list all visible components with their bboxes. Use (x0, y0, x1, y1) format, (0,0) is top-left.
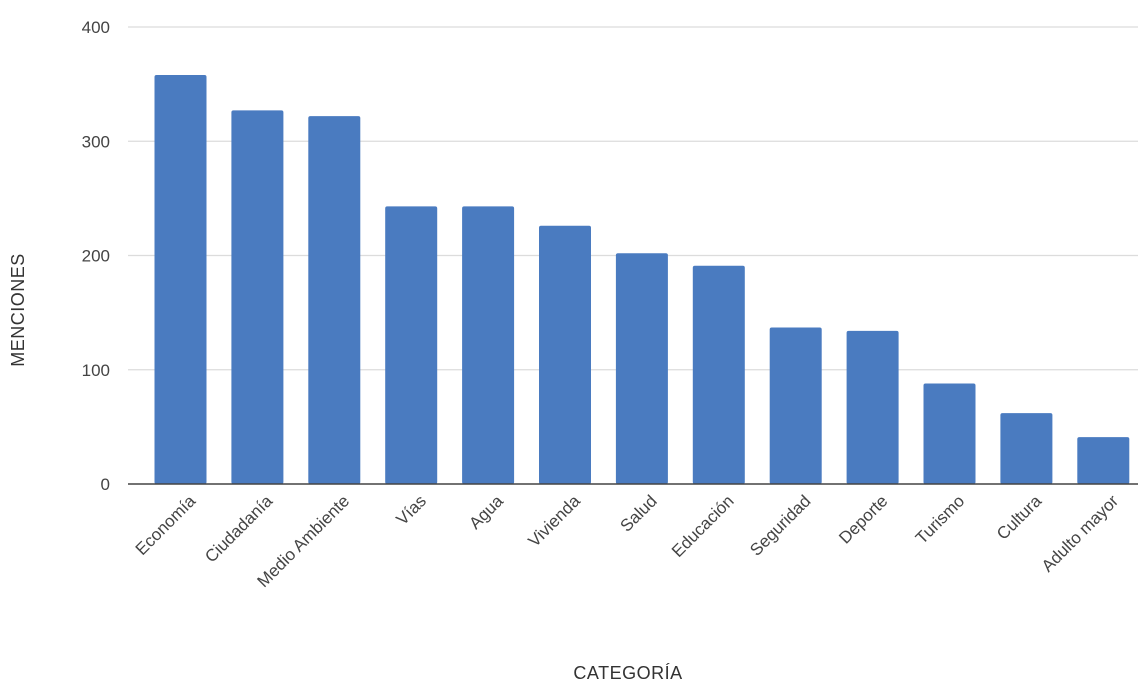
x-tick-label: Adulto mayor (1038, 491, 1122, 575)
x-tick-label: Ciudadanía (201, 491, 276, 566)
x-tick-label: Agua (465, 491, 507, 533)
bar (769, 327, 822, 484)
x-tick-label: Salud (617, 491, 661, 535)
bars (154, 74, 1130, 485)
bar (1000, 413, 1053, 484)
bar (154, 74, 207, 485)
x-axis-title: CATEGORÍA (573, 663, 682, 683)
x-tick-label: Economía (132, 491, 200, 559)
y-tick-label: 300 (82, 132, 110, 151)
bar (615, 253, 668, 484)
bar (308, 116, 361, 485)
bar (923, 383, 976, 484)
x-tick-label: Vías (393, 491, 430, 528)
y-tick-label: 200 (82, 247, 110, 266)
x-tick-label: Cultura (993, 491, 1046, 544)
x-tick-label: Educación (668, 491, 738, 561)
bar (692, 265, 745, 484)
bar (1077, 437, 1130, 484)
x-tick-label: Deporte (835, 491, 891, 547)
y-tick-label: 0 (101, 475, 110, 494)
y-tick-label: 100 (82, 361, 110, 380)
bar (231, 110, 284, 484)
x-tick-label: Vivienda (524, 491, 584, 551)
x-tick-label: Turismo (912, 491, 968, 547)
y-tick-label: 400 (82, 18, 110, 37)
bar (846, 330, 899, 484)
bar (385, 206, 438, 484)
y-axis-ticks: 0 100 200 300 400 (82, 18, 110, 494)
y-axis-title: MENCIONES (8, 253, 28, 367)
bar (539, 225, 591, 485)
x-tick-label: Seguridad (746, 491, 814, 559)
bar (462, 206, 515, 484)
